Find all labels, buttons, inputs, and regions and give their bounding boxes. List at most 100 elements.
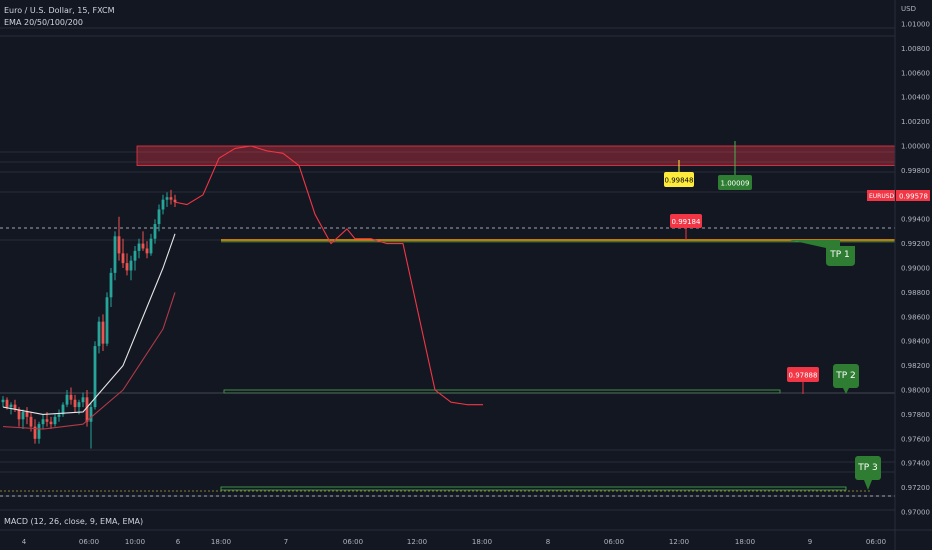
candle-body-8 — [33, 426, 37, 439]
candle-body-19 — [77, 402, 81, 408]
candle-body-15 — [61, 404, 65, 415]
time-label-5: 7 — [284, 538, 288, 546]
candle-body-0 — [1, 399, 5, 403]
candle-body-6 — [25, 411, 29, 417]
price-label-7: 0.99400 — [901, 216, 930, 224]
price-label-0: 1.01000 — [901, 21, 930, 29]
chart-levels — [0, 227, 895, 497]
yellow-price-tag[interactable]: 0.99848 — [664, 160, 694, 187]
candle-body-17 — [69, 394, 73, 400]
price-label-4: 1.00200 — [901, 118, 930, 126]
candle-body-18 — [73, 399, 77, 408]
time-label-1: 06:00 — [79, 538, 99, 546]
tp1-callout[interactable]: TP 1 — [790, 240, 855, 266]
time-label-12: 18:00 — [735, 538, 755, 546]
candle-body-28 — [113, 236, 117, 273]
tp2-label: TP 2 — [835, 371, 856, 381]
candle-body-33 — [133, 250, 137, 261]
price-label-9: 0.99000 — [901, 265, 930, 273]
candle-body-20 — [81, 397, 85, 403]
candle-body-9 — [37, 424, 41, 439]
price-label-11: 0.98600 — [901, 313, 930, 321]
candle-body-40 — [161, 199, 165, 210]
time-label-10: 06:00 — [604, 538, 624, 546]
green-price-tag-label: 1.00009 — [721, 180, 750, 188]
time-label-2: 10:00 — [125, 538, 145, 546]
resistance-zone[interactable] — [136, 145, 896, 166]
tp3-callout[interactable]: TP 3 — [855, 456, 881, 490]
price-label-14: 0.98000 — [901, 387, 930, 395]
candle-body-37 — [149, 238, 153, 254]
price-label-3: 1.00400 — [901, 94, 930, 102]
price-label-18: 0.97200 — [901, 484, 930, 492]
candle-body-41 — [165, 197, 169, 200]
candle-body-36 — [145, 248, 149, 254]
candle-body-21 — [85, 397, 89, 422]
candlesticks — [1, 189, 177, 449]
time-label-6: 06:00 — [343, 538, 363, 546]
chart-grid — [0, 27, 895, 511]
candle-body-2 — [9, 404, 13, 408]
current-price-tag: EURUSD 0.99578 — [867, 190, 930, 201]
price-label-8: 0.99200 — [901, 240, 930, 248]
candle-body-7 — [29, 416, 33, 427]
candle-body-31 — [125, 263, 129, 271]
candle-body-26 — [105, 297, 109, 344]
candle-body-1 — [5, 399, 9, 408]
candle-body-24 — [97, 321, 101, 347]
time-label-8: 18:00 — [472, 538, 492, 546]
price-axis: 1.01000 1.00800 1.00600 1.00400 1.00200 1.000… — [901, 21, 930, 517]
price-label-19: 0.97000 — [901, 509, 930, 517]
candle-body-23 — [93, 346, 97, 408]
price-label-15: 0.97800 — [901, 411, 930, 419]
time-label-14: 06:00 — [866, 538, 886, 546]
tp2-callout[interactable]: TP 2 — [833, 364, 859, 394]
price-label-12: 0.98400 — [901, 338, 930, 346]
candle-body-13 — [53, 416, 57, 425]
candle-body-22 — [89, 407, 93, 422]
candle-body-34 — [137, 243, 141, 251]
current-price: 0.99578 — [899, 193, 928, 201]
time-axis: 4 06:00 10:00 6 18:00 7 06:00 12:00 18:00 8 06:00 1… — [22, 538, 886, 546]
red-price-tag-2-label: 0.97888 — [789, 372, 818, 380]
price-label-5: 1.00000 — [901, 143, 930, 151]
red-price-tag-1[interactable]: 0.99184 — [670, 214, 702, 240]
time-label-13: 9 — [808, 538, 812, 546]
candle-body-29 — [117, 236, 121, 254]
price-label-16: 0.97600 — [901, 435, 930, 443]
candle-body-25 — [101, 321, 105, 344]
price-label-13: 0.98200 — [901, 362, 930, 370]
series-line-1 — [2, 292, 176, 430]
candle-body-14 — [57, 414, 61, 417]
ema-indicator-label[interactable]: EMA 20/50/100/200 — [4, 18, 83, 27]
candle-body-43 — [173, 199, 177, 203]
level-tp3-band — [220, 486, 847, 491]
candle-body-42 — [169, 197, 173, 200]
time-label-4: 18:00 — [211, 538, 231, 546]
time-label-9: 8 — [546, 538, 550, 546]
macd-indicator-label[interactable]: MACD (12, 26, close, 9, EMA, EMA) — [4, 517, 144, 526]
time-label-0: 4 — [22, 538, 27, 546]
candle-body-27 — [109, 272, 113, 298]
green-price-tag[interactable]: 1.00009 — [718, 141, 752, 190]
price-label-17: 0.97400 — [901, 460, 930, 468]
price-label-2: 1.00600 — [901, 69, 930, 77]
current-symbol: EURUSD — [869, 193, 895, 200]
candle-body-39 — [157, 209, 161, 225]
candle-body-3 — [13, 404, 17, 410]
price-label-6: 0.99800 — [901, 167, 930, 175]
tp1-label: TP 1 — [829, 250, 850, 260]
series-line-0 — [2, 233, 176, 415]
indicator-lines — [2, 145, 483, 430]
red-price-tag-2[interactable]: 0.97888 — [787, 367, 819, 394]
axis-currency: USD — [901, 5, 916, 13]
time-label-3: 6 — [176, 538, 181, 546]
time-label-7: 12:00 — [407, 538, 427, 546]
candle-body-10 — [41, 419, 45, 425]
price-label-1: 1.00800 — [901, 45, 930, 53]
red-price-tag-1-label: 0.99184 — [672, 218, 701, 226]
symbol-header[interactable]: Euro / U.S. Dollar, 15, FXCM — [4, 6, 115, 15]
candle-body-11 — [45, 419, 49, 422]
candle-body-5 — [21, 411, 25, 420]
